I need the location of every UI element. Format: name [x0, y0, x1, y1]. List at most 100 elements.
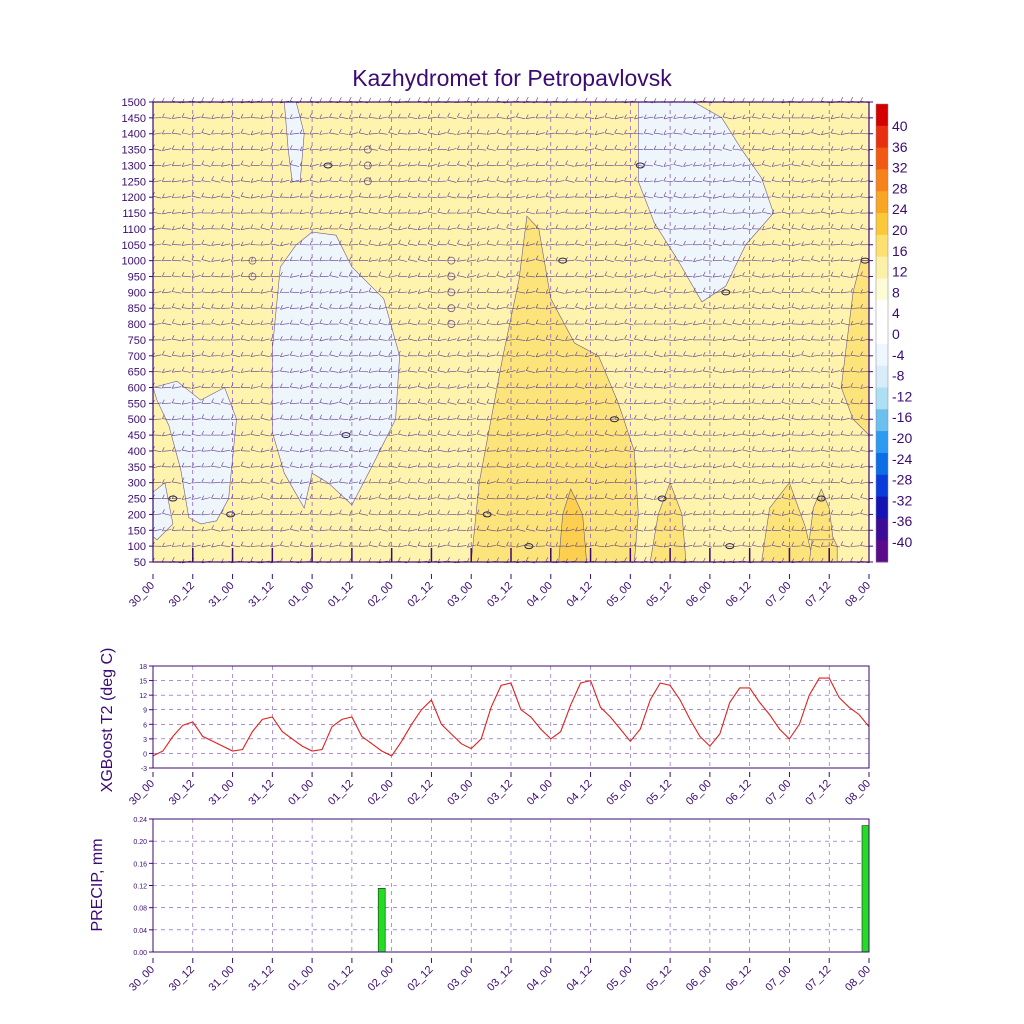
wind-barb: [634, 212, 644, 214]
wind-barb: [535, 275, 546, 278]
wind-barb: [506, 323, 516, 325]
wind-barb: [467, 529, 477, 532]
wind-barb: [644, 545, 654, 548]
wind-barb-flag: [407, 209, 411, 214]
x-tick-label: 02_12: [405, 778, 435, 808]
wind-barb-flag: [663, 192, 667, 197]
wind-barb-flag: [319, 302, 323, 308]
wind-barb-flag: [240, 446, 244, 451]
wind-barb: [486, 497, 496, 500]
wind-barb: [417, 354, 428, 357]
x-tick-label: 30_00: [127, 778, 157, 808]
wind-barb-flag: [447, 256, 450, 261]
wind-barb: [457, 180, 467, 182]
wind-barb-flag: [663, 114, 667, 119]
wind-barb-flag: [211, 257, 214, 262]
wind-barb: [477, 180, 486, 183]
wind-barb: [231, 180, 241, 183]
wind-barb: [654, 354, 663, 358]
wind-barb: [614, 338, 624, 341]
wind-barb: [349, 450, 359, 452]
wind-barb-flag: [516, 494, 519, 500]
wind-barb-flag: [693, 335, 696, 341]
wind-barb-flag: [201, 160, 205, 165]
wind-barb: [545, 465, 555, 469]
wind-barb: [683, 513, 693, 516]
wind-barb: [516, 180, 526, 183]
wind-barb: [368, 497, 378, 500]
wind-barb: [231, 386, 241, 389]
wind-barb: [162, 354, 172, 357]
wind-barb: [624, 243, 634, 247]
wind-barb-flag: [378, 144, 382, 149]
wind-barb-flag: [584, 319, 588, 324]
wind-barb: [427, 117, 437, 119]
y-tick-label: 6: [143, 722, 147, 729]
wind-barb: [339, 402, 349, 405]
wind-barb: [250, 117, 260, 119]
wind-barb: [467, 180, 477, 183]
wind-barb: [358, 117, 369, 119]
wind-barb-flag: [427, 303, 431, 309]
wind-barb: [644, 497, 654, 500]
wind-barb-flag: [634, 382, 637, 388]
wind-barb: [703, 529, 713, 532]
wind-barb: [152, 465, 162, 469]
wind-barb-flag: [348, 493, 352, 499]
wind-barb-flag: [447, 192, 450, 197]
wind-barb: [221, 228, 231, 230]
wind-barb-flag: [358, 288, 362, 294]
colorbar-label: 24: [892, 201, 908, 217]
wind-barb-flag: [516, 383, 519, 388]
wind-barb-flag: [250, 335, 254, 341]
wind-barb-flag: [319, 542, 322, 547]
wind-barb-flag: [545, 192, 549, 197]
colorbar-label: -36: [892, 513, 912, 529]
wind-barb-flag: [693, 526, 696, 531]
wind-barb: [152, 227, 162, 231]
wind-barb: [565, 354, 575, 357]
wind-barb-flag: [604, 128, 608, 134]
wind-barb-flag: [358, 416, 362, 421]
wind-barb-flag: [526, 96, 529, 102]
wind-barb-flag: [319, 225, 322, 230]
wind-barb-flag: [250, 556, 254, 562]
wind-barb: [162, 529, 172, 532]
y-tick-label: 850: [128, 303, 146, 315]
wind-barb: [172, 117, 182, 119]
wind-barb-flag: [584, 526, 588, 531]
wind-barb-flag: [653, 556, 657, 562]
x-tick-label: 30_12: [167, 580, 197, 610]
wind-barb-flag: [526, 241, 529, 246]
wind-barb-flag: [358, 304, 362, 310]
y-tick-label: 100: [128, 541, 146, 553]
wind-barb-flag: [516, 257, 519, 262]
wind-barb-flag: [476, 429, 480, 435]
wind-barb-flag: [201, 255, 205, 260]
wind-barb: [644, 291, 654, 294]
x-tick-label: 01_00: [286, 778, 316, 808]
wind-barb-flag: [506, 541, 509, 546]
wind-barb: [250, 323, 260, 325]
wind-barb-flag: [378, 161, 381, 167]
wind-barb-flag: [408, 273, 411, 278]
wind-barb: [555, 323, 565, 325]
wind-barb: [634, 370, 644, 373]
wind-barb: [378, 418, 388, 421]
wind-barb: [555, 164, 565, 167]
wind-barb: [447, 323, 457, 325]
wind-barb: [299, 434, 310, 436]
colorbar-label: -40: [892, 534, 912, 550]
wind-barb-flag: [447, 398, 450, 403]
wind-barb-flag: [358, 128, 362, 133]
wind-barb-flag: [417, 225, 421, 230]
wind-barb: [545, 513, 555, 516]
wind-barb-flag: [191, 224, 195, 229]
wind-barb-flag: [299, 289, 303, 294]
wind-barb-flag: [408, 289, 411, 294]
wind-barb: [388, 545, 398, 547]
wind-barb-flag: [250, 224, 254, 229]
wind-barb-flag: [516, 431, 519, 436]
wind-barb-flag: [535, 303, 539, 309]
colorbar-label: -20: [892, 430, 912, 446]
